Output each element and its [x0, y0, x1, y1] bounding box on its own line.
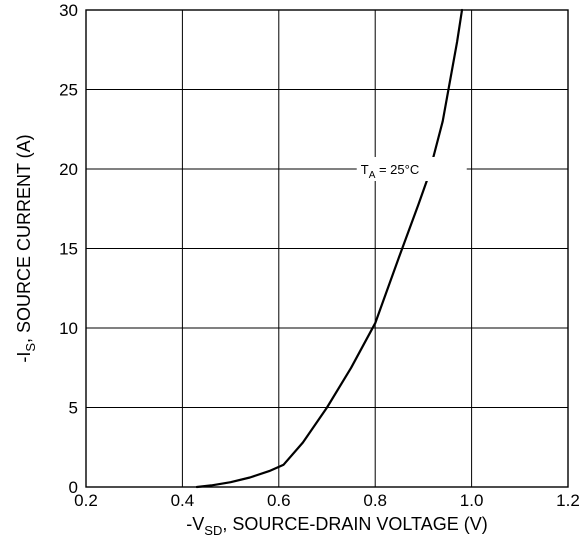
x-tick-label: 0.6 — [267, 491, 291, 510]
series-layer — [195, 8, 464, 489]
x-axis-label: -VSD, SOURCE-DRAIN VOLTAGE (V) — [186, 514, 487, 537]
x-tick-label: 0.2 — [74, 491, 98, 510]
x-tick-label: 1.2 — [556, 491, 580, 510]
series-line — [195, 8, 464, 489]
plot-frame — [85, 9, 569, 488]
x-axis-label-sub: SD — [204, 523, 222, 537]
annotation-background — [356, 157, 467, 181]
y-tick-label: 30 — [59, 1, 78, 20]
y-axis-label: -IS, SOURCE CURRENT (A) — [14, 134, 38, 362]
x-tick-label: 0.4 — [171, 491, 195, 510]
y-axis-label-sub: S — [23, 343, 38, 352]
y-tick-label: 25 — [59, 81, 78, 100]
annotation-sub: A — [369, 170, 376, 181]
y-tick-label: 0 — [69, 478, 78, 497]
annotation-layer: TA = 25°C — [356, 157, 467, 181]
y-tick-label: 5 — [69, 399, 78, 418]
x-tick-label: 1.0 — [460, 491, 484, 510]
grid — [85, 9, 569, 488]
y-tick-label: 20 — [59, 160, 78, 179]
y-axis-label-rest: , SOURCE CURRENT (A) — [14, 134, 34, 343]
tick-labels: 0.2 0.4 0.6 0.8 1.0 1.2 0 5 10 15 20 25 30 — [59, 1, 580, 510]
annotation-prefix: T — [361, 162, 369, 177]
y-tick-label: 10 — [59, 319, 78, 338]
y-axis-label-prefix: -I — [14, 352, 34, 363]
annotation-rest: = 25°C — [375, 162, 419, 177]
x-tick-label: 0.8 — [363, 491, 387, 510]
x-axis-label-prefix: -V — [186, 514, 204, 534]
x-axis-label-rest: , SOURCE-DRAIN VOLTAGE (V) — [222, 514, 487, 534]
temperature-annotation: TA = 25°C — [361, 162, 420, 181]
y-tick-label: 15 — [59, 240, 78, 259]
